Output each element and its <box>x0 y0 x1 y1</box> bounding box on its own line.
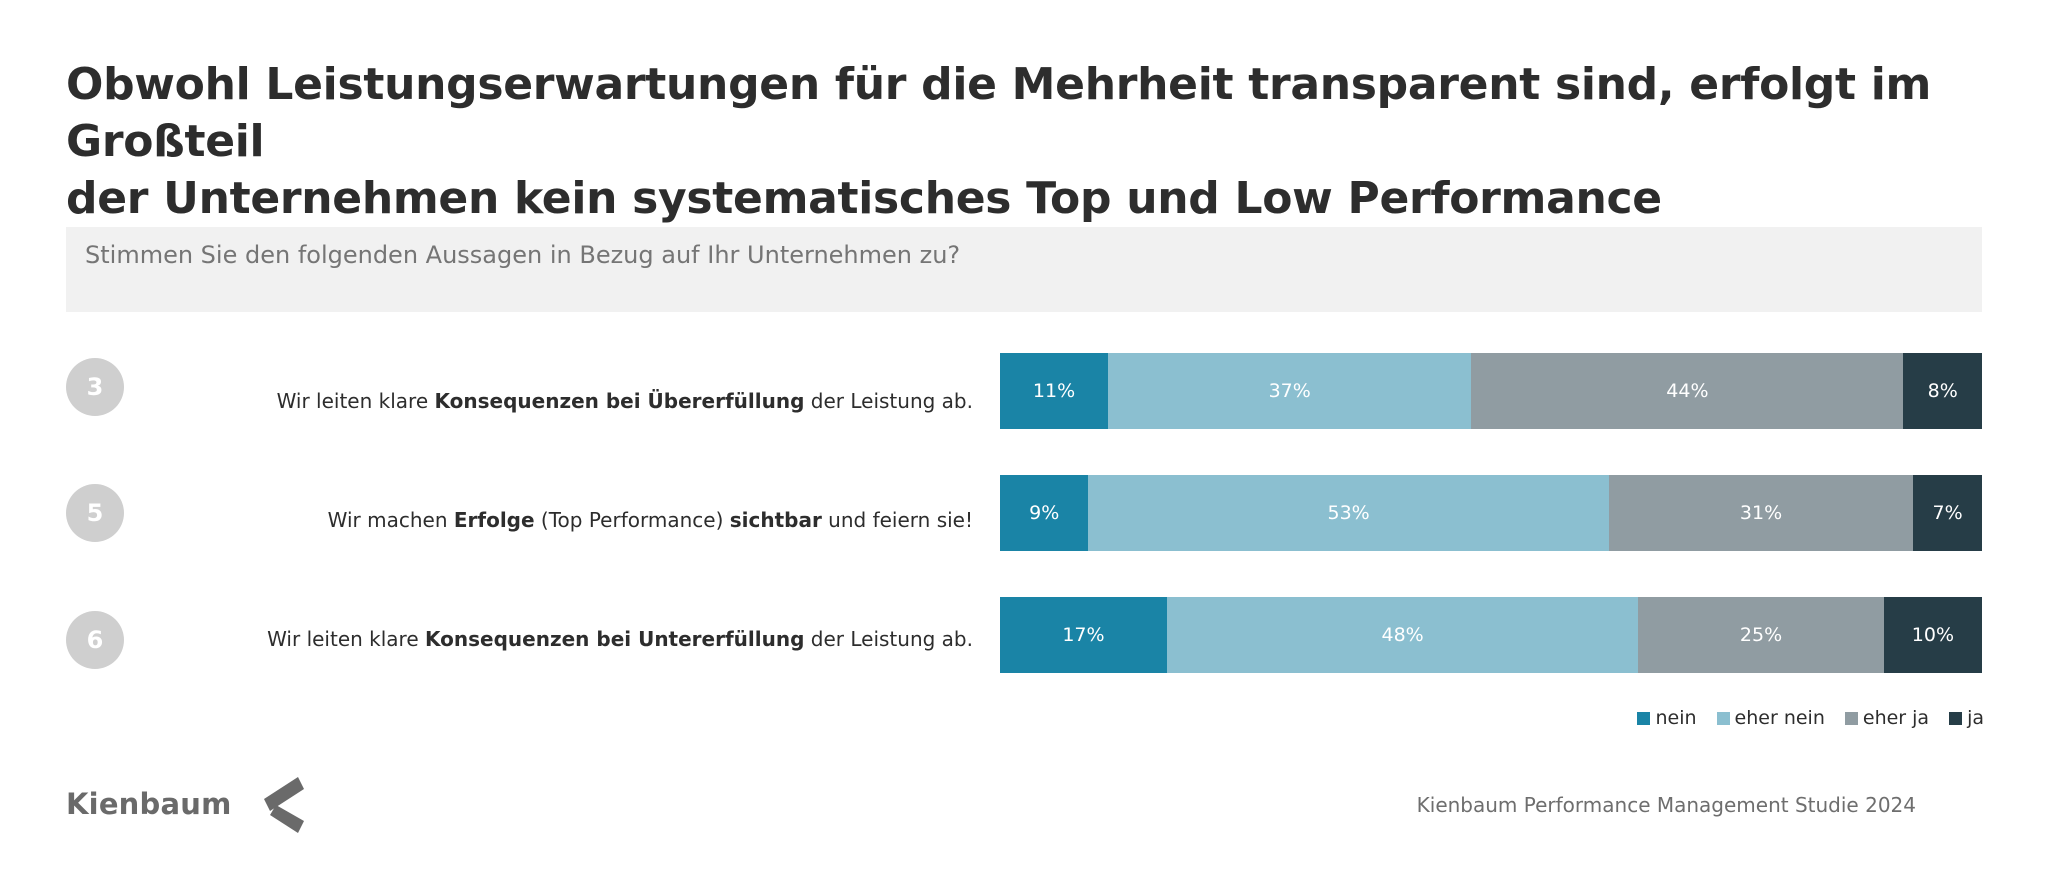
data-label: 25% <box>1739 624 1783 646</box>
data-label: 37% <box>1268 380 1311 402</box>
question-text: Stimmen Sie den folgenden Aussagen in Be… <box>85 241 961 269</box>
kienbaum-logo: Kienbaum <box>66 773 306 835</box>
legend-swatch <box>1637 711 1651 725</box>
stacked-bar: 11% 37% 44% 8% <box>1000 353 1982 429</box>
statement-bold: Konsequenzen bei Untererfüllung <box>425 627 805 651</box>
legend-item-eher-ja: eher ja <box>1844 707 1930 729</box>
legend-swatch <box>1844 711 1858 725</box>
bar-segment-eher-ja: 25% <box>1638 597 1884 673</box>
data-label: 53% <box>1327 502 1370 524</box>
bar-segment-ja: 7% <box>1913 475 1982 551</box>
statement-label: Wir machen Erfolge (Top Performance) sic… <box>328 508 973 532</box>
question-number-badge: 3 <box>66 358 124 416</box>
legend-label: eher nein <box>1734 707 1825 729</box>
statement-label: Wir leiten klare Konsequenzen bei Untere… <box>267 627 973 651</box>
statement-text: und feiern sie! <box>821 508 973 532</box>
bar-segment-nein: 11% <box>1000 353 1109 429</box>
legend-item-eher-nein: eher nein <box>1716 707 1825 729</box>
title-line-1: Obwohl Leistungserwartungen für die Mehr… <box>66 59 1932 167</box>
question-box: Stimmen Sie den folgenden Aussagen in Be… <box>66 227 1982 312</box>
data-label: 17% <box>1062 624 1105 646</box>
data-label: 10% <box>1911 624 1954 646</box>
bar-segment-eher-ja: 31% <box>1608 475 1914 551</box>
statement-bold: sichtbar <box>729 508 822 532</box>
chart-row: 5 Wir machen Erfolge (Top Performance) s… <box>0 475 2048 553</box>
stacked-bar: 17% 48% 25% 10% <box>1000 597 1982 673</box>
statement-text: Wir leiten klare <box>276 389 435 413</box>
bar-segment-eher-ja: 44% <box>1471 353 1904 429</box>
data-label: 44% <box>1666 380 1709 402</box>
data-label: 8% <box>1927 380 1958 402</box>
statement-bold: Konsequenzen bei Übererfüllung <box>434 389 805 413</box>
statement-bold: Erfolge <box>453 508 535 532</box>
legend-item-ja: ja <box>1949 707 1984 729</box>
legend-label: ja <box>1967 707 1984 729</box>
logo-text: Kienbaum <box>66 787 232 821</box>
bar-segment-nein: 9% <box>1000 475 1089 551</box>
question-number-badge: 6 <box>66 611 124 669</box>
data-label: 11% <box>1032 380 1076 402</box>
data-label: 7% <box>1932 502 1963 524</box>
statement-text: der Leistung ab. <box>804 389 973 413</box>
bar-segment-ja: 10% <box>1883 597 1982 673</box>
chart-legend: nein eher nein eher ja ja <box>1637 707 1984 729</box>
statement-label: Wir leiten klare Konsequenzen bei Überer… <box>277 389 973 413</box>
legend-label: eher ja <box>1862 707 1930 729</box>
statement-text: (Top Performance) <box>534 508 730 532</box>
legend-swatch <box>1716 711 1730 725</box>
bar-segment-eher-nein: 53% <box>1088 475 1609 551</box>
question-number-badge: 5 <box>66 484 124 542</box>
data-label: 9% <box>1029 502 1060 524</box>
statement-text: der Leistung ab. <box>804 627 973 651</box>
legend-swatch <box>1949 711 1963 725</box>
bar-segment-eher-nein: 48% <box>1166 597 1639 673</box>
bar-segment-ja: 8% <box>1903 353 1982 429</box>
data-label: 48% <box>1381 624 1424 646</box>
chart-row: 3 Wir leiten klare Konsequenzen bei Über… <box>0 353 2048 431</box>
data-label: 31% <box>1739 502 1783 524</box>
bar-segment-eher-nein: 37% <box>1108 353 1472 429</box>
footer-source: Kienbaum Performance Management Studie 2… <box>1416 793 1916 817</box>
chart-row: 6 Wir leiten klare Konsequenzen bei Unte… <box>0 597 2048 675</box>
logo-mark-icon <box>263 777 304 833</box>
statement-text: Wir leiten klare <box>267 627 426 651</box>
legend-item-nein: nein <box>1637 707 1697 729</box>
statement-text: Wir machen <box>327 508 454 532</box>
legend-label: nein <box>1655 707 1697 729</box>
bar-segment-nein: 17% <box>1000 597 1167 673</box>
stacked-bar: 9% 53% 31% 7% <box>1000 475 1982 551</box>
